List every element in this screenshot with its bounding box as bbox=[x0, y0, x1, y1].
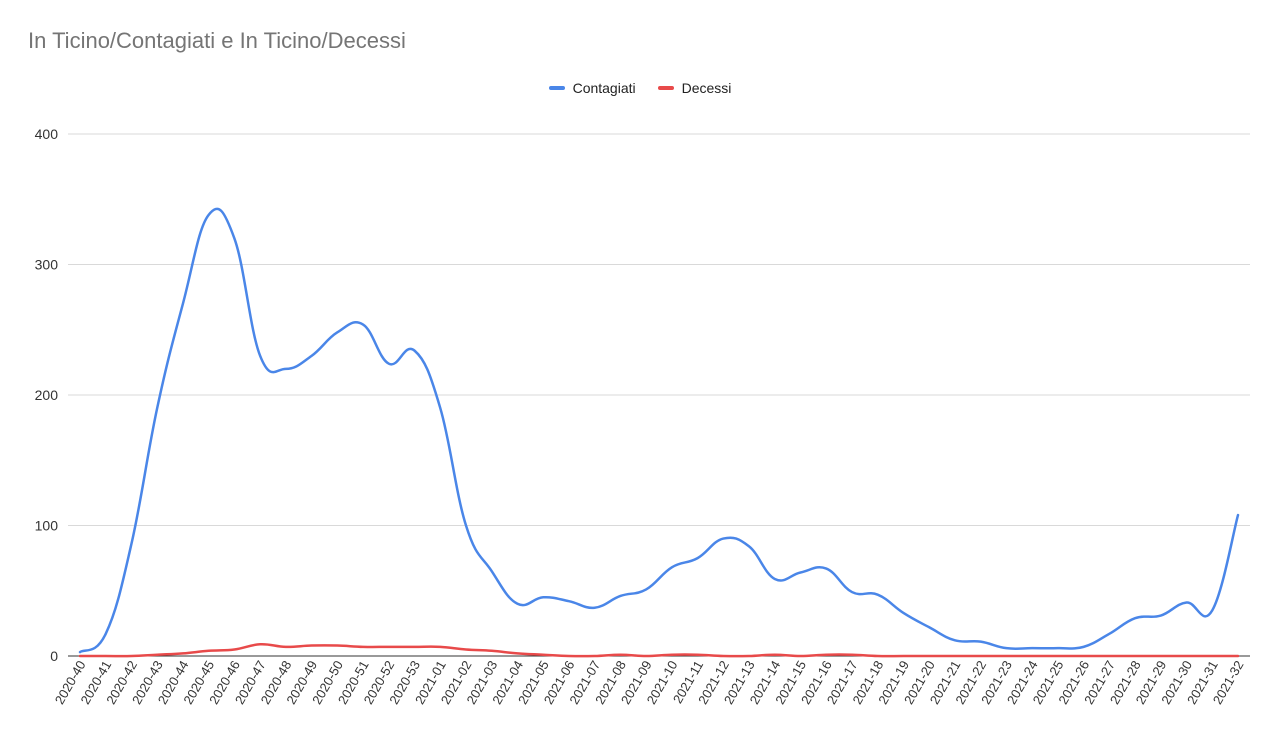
legend-swatch-contagiati bbox=[548, 86, 565, 90]
legend-label-decessi: Decessi bbox=[681, 80, 732, 96]
legend-item-contagiati: Contagiati bbox=[548, 80, 636, 96]
y-tick-label: 200 bbox=[35, 387, 59, 403]
y-tick-label: 300 bbox=[35, 257, 59, 273]
y-tick-label: 400 bbox=[35, 126, 59, 142]
legend-label-contagiati: Contagiati bbox=[572, 80, 636, 96]
chart-title: In Ticino/Contagiati e In Ticino/Decessi bbox=[28, 28, 406, 53]
series-line-decessi bbox=[78, 642, 1240, 658]
y-tick-label: 0 bbox=[50, 648, 58, 664]
y-tick-label: 100 bbox=[35, 518, 59, 534]
series-line-contagiati bbox=[78, 207, 1240, 654]
legend: Contagiati Decessi bbox=[0, 80, 1280, 96]
legend-swatch-decessi bbox=[657, 86, 674, 90]
legend-item-decessi: Decessi bbox=[657, 80, 732, 96]
